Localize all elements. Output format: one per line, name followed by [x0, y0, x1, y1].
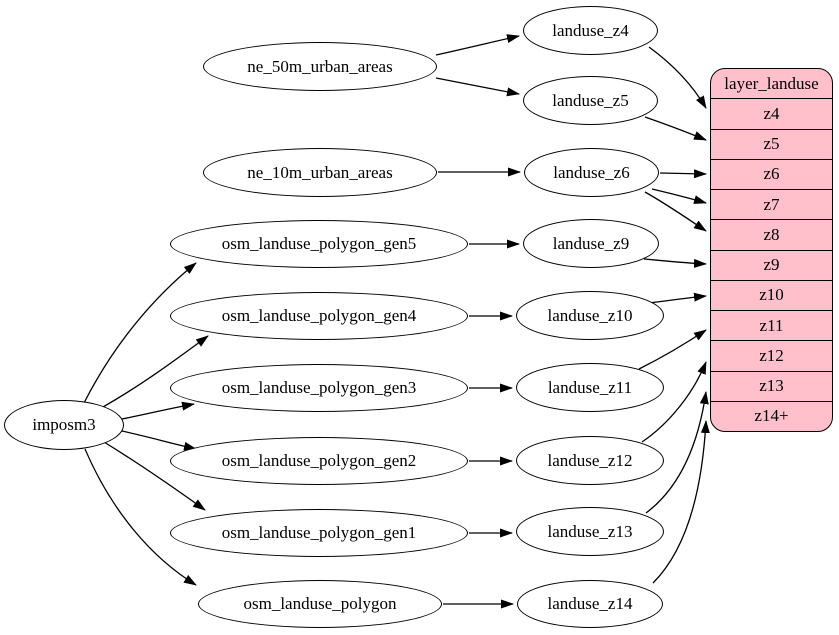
node-label: osm_landuse_polygon_gen1 — [221, 523, 417, 542]
node-landuse-z14: landuse_z14 — [517, 580, 663, 628]
node-label: osm_landuse_polygon_gen2 — [221, 451, 417, 470]
edge-imposm3-to-osm_landuse_polygon_gen2 — [121, 430, 197, 451]
node-label: osm_landuse_polygon — [243, 594, 397, 613]
node-landuse-z11: landuse_z11 — [516, 363, 664, 412]
node-label: ne_10m_urban_areas — [247, 162, 393, 182]
record-row-z8: z8 — [711, 219, 832, 249]
node-label: ne_50m_urban_areas — [247, 56, 393, 76]
node-landuse-z6: landuse_z6 — [524, 148, 659, 197]
node-osm-landuse-polygon-gen1: osm_landuse_polygon_gen1 — [170, 509, 468, 557]
node-landuse-z4: landuse_z4 — [523, 6, 658, 55]
record-row-z12: z12 — [711, 340, 832, 370]
node-osm-landuse-polygon-gen2: osm_landuse_polygon_gen2 — [170, 437, 468, 485]
record-row-z7: z7 — [711, 189, 832, 219]
record-row-z13: z13 — [711, 370, 832, 401]
node-landuse-z13: landuse_z13 — [516, 507, 664, 556]
node-label: osm_landuse_polygon_gen3 — [221, 378, 417, 397]
edge-ne_50m_urban_areas-to-landuse_z5 — [435, 77, 520, 97]
node-imposm3: imposm3 — [4, 400, 124, 450]
edge-landuse_z6-to-layer_landuse-z7 — [651, 188, 707, 204]
edge-landuse_z14-to-layer_landuse-z14plus — [652, 420, 710, 584]
node-label: landuse_z11 — [547, 377, 633, 397]
record-row-z11: z11 — [711, 310, 832, 340]
edge-imposm3-to-osm_landuse_polygon_gen1 — [103, 441, 206, 511]
node-landuse-z9: landuse_z9 — [523, 219, 659, 268]
edge-imposm3-to-osm_landuse_polygon — [84, 448, 197, 586]
node-label: landuse_z6 — [553, 162, 630, 182]
edge-ne_50m_urban_areas-to-landuse_z4 — [435, 34, 520, 56]
node-label: landuse_z12 — [547, 450, 633, 470]
node-landuse-z5: landuse_z5 — [523, 76, 658, 125]
node-ne-10m-urban-areas: ne_10m_urban_areas — [203, 148, 437, 197]
edge-imposm3-to-osm_landuse_polygon_gen5 — [83, 262, 197, 404]
edge-landuse_z12-to-layer_landuse-z12 — [641, 361, 707, 443]
node-label: landuse_z10 — [547, 305, 633, 325]
node-label: landuse_z5 — [552, 90, 629, 110]
record-row-z14plus: z14+ — [711, 400, 832, 431]
node-osm-landuse-polygon-gen3: osm_landuse_polygon_gen3 — [170, 364, 468, 412]
edge-landuse_z9-to-layer_landuse-z9 — [643, 258, 707, 268]
record-row-z4: z4 — [711, 98, 832, 128]
edge-landuse_z11-to-layer_landuse-z11 — [638, 329, 707, 370]
record-title: layer_landuse — [724, 73, 819, 93]
node-osm-landuse-polygon: osm_landuse_polygon — [198, 580, 442, 628]
node-landuse-z12: landuse_z12 — [516, 436, 664, 485]
node-osm-landuse-polygon-gen4: osm_landuse_polygon_gen4 — [170, 292, 468, 340]
record-row-z5: z5 — [711, 128, 832, 159]
edge-imposm3-to-osm_landuse_polygon_gen3 — [121, 401, 195, 420]
node-label: landuse_z14 — [547, 594, 633, 613]
record-row-z10: z10 — [711, 279, 832, 310]
edge-landuse_z5-to-layer_landuse-z5 — [644, 116, 707, 141]
node-landuse-z10: landuse_z10 — [516, 291, 664, 340]
record-layer-landuse: layer_landuse z4 z5 z6 z7 z8 z9 z10 z11 … — [710, 68, 833, 432]
node-label: imposm3 — [32, 415, 96, 434]
record-row-z6: z6 — [711, 158, 832, 189]
edge-landuse_z4-to-layer_landuse-z4 — [648, 46, 707, 109]
node-ne-50m-urban-areas: ne_50m_urban_areas — [203, 42, 437, 91]
record-row-z9: z9 — [711, 249, 832, 280]
node-label: osm_landuse_polygon_gen5 — [221, 234, 417, 253]
edge-landuse_z6-to-layer_landuse-z6 — [659, 169, 707, 179]
node-label: osm_landuse_polygon_gen4 — [221, 306, 417, 325]
node-osm-landuse-polygon-gen5: osm_landuse_polygon_gen5 — [170, 220, 468, 268]
node-label: landuse_z4 — [552, 20, 629, 40]
edge-landuse_z13-to-layer_landuse-z13 — [645, 391, 709, 514]
node-label: landuse_z9 — [552, 233, 630, 253]
edge-imposm3-to-osm_landuse_polygon_gen4 — [102, 335, 209, 408]
node-label: landuse_z13 — [547, 521, 633, 541]
edge-landuse_z6-to-layer_landuse-z8 — [644, 191, 707, 232]
